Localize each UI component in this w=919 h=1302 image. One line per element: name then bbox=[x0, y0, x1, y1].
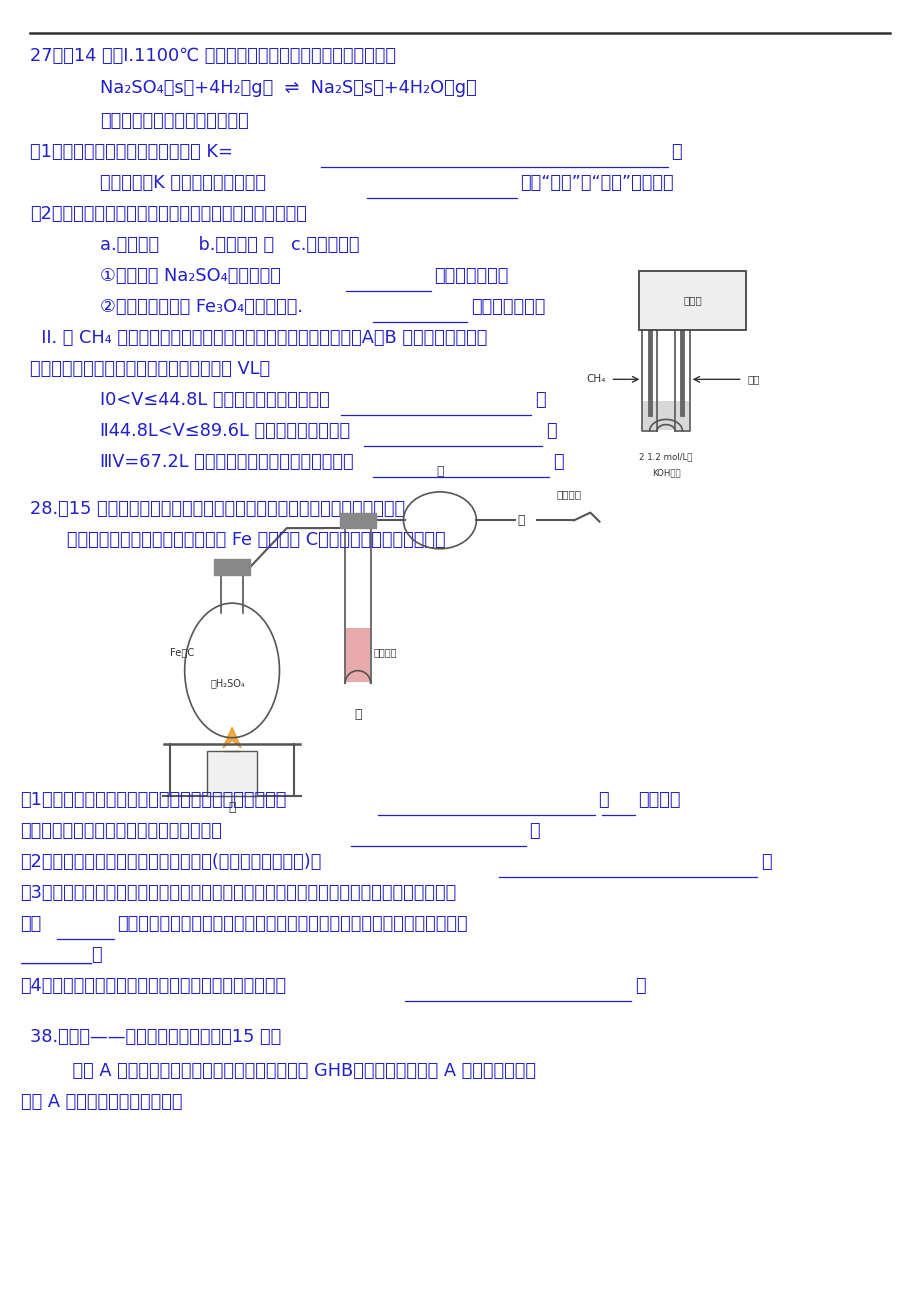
Text: ；: ； bbox=[545, 422, 556, 440]
Text: 。: 。 bbox=[598, 790, 608, 809]
Text: 乙: 乙 bbox=[354, 708, 361, 721]
Text: 甲: 甲 bbox=[228, 802, 235, 815]
Text: 28.（15 分）某同学为研究硫酸的性质，设计了以下实验。检查好装置的气: 28.（15 分）某同学为研究硫酸的性质，设计了以下实验。检查好装置的气 bbox=[29, 500, 404, 518]
Text: 27．（14 分）I.1100℃ 时，在恒容密闭容器中，发生可逆反应：: 27．（14 分）I.1100℃ 时，在恒容密闭容器中，发生可逆反应： bbox=[29, 47, 395, 65]
Text: 。: 。 bbox=[760, 853, 771, 871]
Bar bbox=[207, 751, 257, 796]
Text: 丙: 丙 bbox=[436, 465, 443, 478]
Bar bbox=[675, 401, 688, 430]
Text: （填所选字母）: （填所选字母） bbox=[434, 267, 508, 285]
Text: ①加入少量 Na₂SO₄，则平衡：: ①加入少量 Na₂SO₄，则平衡： bbox=[100, 267, 280, 285]
Text: 物质 A 在体内脱氢酶的作用下会氧化为有害物质 GHB。下图是关于物质 A 的一种制备方法: 物质 A 在体内脱氢酶的作用下会氧化为有害物质 GHB。下图是关于物质 A 的一… bbox=[50, 1062, 535, 1081]
Text: Fe和C: Fe和C bbox=[170, 647, 194, 658]
Text: 丁: 丁 bbox=[516, 514, 525, 527]
Text: （4）反应结束后，甲装置的试管中溶液里存在的溶质是: （4）反应结束后，甲装置的试管中溶液里存在的溶质是 bbox=[20, 976, 287, 995]
Text: 。: 。 bbox=[634, 976, 645, 995]
Text: 。: 。 bbox=[528, 822, 539, 840]
Text: II. 将 CH₄ 设计成燃料电池，其利用率更高，装置示意如右图（A、B 为多孔性碳棒）持: II. 将 CH₄ 设计成燃料电池，其利用率更高，装置示意如右图（A、B 为多孔… bbox=[29, 329, 486, 346]
FancyBboxPatch shape bbox=[638, 271, 745, 331]
Text: Na₂SO₄（s）+4H₂（g）  ⇌  Na₂S（s）+4H₂O（g）: Na₂SO₄（s）+4H₂（g） ⇌ Na₂S（s）+4H₂O（g） bbox=[100, 79, 476, 98]
Text: B: B bbox=[678, 307, 685, 316]
Text: Ⅰ0<V≤44.8L 时，电池总反应方程式为: Ⅰ0<V≤44.8L 时，电池总反应方程式为 bbox=[100, 391, 329, 409]
Text: 降低温度，K 值减小，则正反应为: 降低温度，K 值减小，则正反应为 bbox=[100, 173, 266, 191]
Text: KOH溶液: KOH溶液 bbox=[651, 467, 680, 477]
Text: A: A bbox=[646, 307, 652, 316]
Text: ；: ； bbox=[552, 453, 563, 471]
Text: （2）向该容器中分别加入以下物质，对平衡的影响如何？: （2）向该容器中分别加入以下物质，对平衡的影响如何？ bbox=[29, 204, 306, 223]
Bar bbox=[642, 401, 655, 430]
Text: Ⅱ44.8L<V≤89.6L 时，负极电极反应为: Ⅱ44.8L<V≤89.6L 时，负极电极反应为 bbox=[100, 422, 349, 440]
Text: a.正向移动       b.逆向移动 。   c.不发生移动: a.正向移动 b.逆向移动 。 c.不发生移动 bbox=[100, 236, 359, 254]
Text: 生成的有毒气体，干燥管丙中应填充足量的: 生成的有毒气体，干燥管丙中应填充足量的 bbox=[20, 822, 222, 840]
Text: 稀H₂SO₄: 稀H₂SO₄ bbox=[210, 678, 244, 687]
Text: 2 1.2 mol/L的: 2 1.2 mol/L的 bbox=[639, 453, 692, 461]
Text: （3）接入该仪器后，点燃酒精灯，反应开始一段时间后，在丁处检验到某种无色无味气体，: （3）接入该仪器后，点燃酒精灯，反应开始一段时间后，在丁处检验到某种无色无味气体… bbox=[20, 884, 457, 902]
Text: CH₄: CH₄ bbox=[585, 375, 606, 384]
Text: ②加入少量灌热的 Fe₃O₄，则平衡：.: ②加入少量灌热的 Fe₃O₄，则平衡：. bbox=[100, 298, 302, 316]
Text: （填所选字母）: （填所选字母） bbox=[471, 298, 545, 316]
Text: （1）达到平衡时的平衡常数表达式 K=: （1）达到平衡时的平衡常数表达式 K= bbox=[29, 143, 233, 160]
Text: 38.【化学——选修有机化学基础】（15 分）: 38.【化学——选修有机化学基础】（15 分） bbox=[29, 1027, 280, 1046]
Text: ；为处理: ；为处理 bbox=[637, 790, 679, 809]
Text: 。: 。 bbox=[671, 143, 681, 160]
Text: 。由于甲中加入了单质碳，使丁处产生气体的速率比不加入时快，这是因为: 。由于甲中加入了单质碳，使丁处产生气体的速率比不加入时快，这是因为 bbox=[117, 915, 468, 934]
Text: 玻璃尖嘴: 玻璃尖嘴 bbox=[556, 490, 582, 499]
Text: 空气: 空气 bbox=[746, 375, 759, 384]
Text: 及由 A 引发的一系列化学反应。: 及由 A 引发的一系列化学反应。 bbox=[20, 1094, 182, 1112]
Text: 用电器: 用电器 bbox=[682, 296, 701, 306]
Text: 密性后，在甲的试管中加入足量的 Fe 和少量的 C，然后，加入少量浓硫酸。: 密性后，在甲的试管中加入足量的 Fe 和少量的 C，然后，加入少量浓硫酸。 bbox=[50, 531, 445, 548]
Text: 它是: 它是 bbox=[20, 915, 41, 934]
Text: ________。: ________。 bbox=[20, 947, 103, 963]
Bar bbox=[346, 628, 369, 682]
Polygon shape bbox=[222, 728, 241, 749]
Text: 并达到平衡，请完成下列各题：: 并达到平衡，请完成下列各题： bbox=[100, 112, 248, 130]
Text: 品红溶液: 品红溶液 bbox=[373, 647, 396, 658]
Text: （1）在未点燃酒精灯时，乙中没有明显现象，这是因为: （1）在未点燃酒精灯时，乙中没有明显现象，这是因为 bbox=[20, 790, 287, 809]
Text: ；: ； bbox=[534, 391, 545, 409]
Text: （填“吸热”或“放热”）反应。: （填“吸热”或“放热”）反应。 bbox=[519, 173, 673, 191]
Text: ⅢV=67.2L 时，溶液中阴离子浓度大小关系为: ⅢV=67.2L 时，溶液中阴离子浓度大小关系为 bbox=[100, 453, 353, 471]
Bar bbox=[656, 401, 675, 430]
Text: 续通入甲烷，在标准状况下，消耗甲烷体积 VL。: 续通入甲烷，在标准状况下，消耗甲烷体积 VL。 bbox=[29, 359, 269, 378]
Text: （2）反应过程中甲中可能发生的反应为(写化学反应方程式)：: （2）反应过程中甲中可能发生的反应为(写化学反应方程式)： bbox=[20, 853, 322, 871]
